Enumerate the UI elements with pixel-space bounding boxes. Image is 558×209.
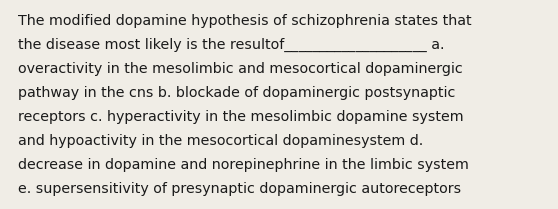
Text: overactivity in the mesolimbic and mesocortical dopaminergic: overactivity in the mesolimbic and mesoc… bbox=[18, 62, 463, 76]
Text: the disease most likely is the resultof____________________ a.: the disease most likely is the resultof_… bbox=[18, 38, 445, 52]
Text: receptors c. hyperactivity in the mesolimbic dopamine system: receptors c. hyperactivity in the mesoli… bbox=[18, 110, 464, 124]
Text: pathway in the cns b. blockade of dopaminergic postsynaptic: pathway in the cns b. blockade of dopami… bbox=[18, 86, 455, 100]
Text: decrease in dopamine and norepinephrine in the limbic system: decrease in dopamine and norepinephrine … bbox=[18, 158, 469, 172]
Text: e. supersensitivity of presynaptic dopaminergic autoreceptors: e. supersensitivity of presynaptic dopam… bbox=[18, 182, 461, 196]
Text: and hypoactivity in the mesocortical dopaminesystem d.: and hypoactivity in the mesocortical dop… bbox=[18, 134, 424, 148]
Text: The modified dopamine hypothesis of schizophrenia states that: The modified dopamine hypothesis of schi… bbox=[18, 14, 472, 28]
